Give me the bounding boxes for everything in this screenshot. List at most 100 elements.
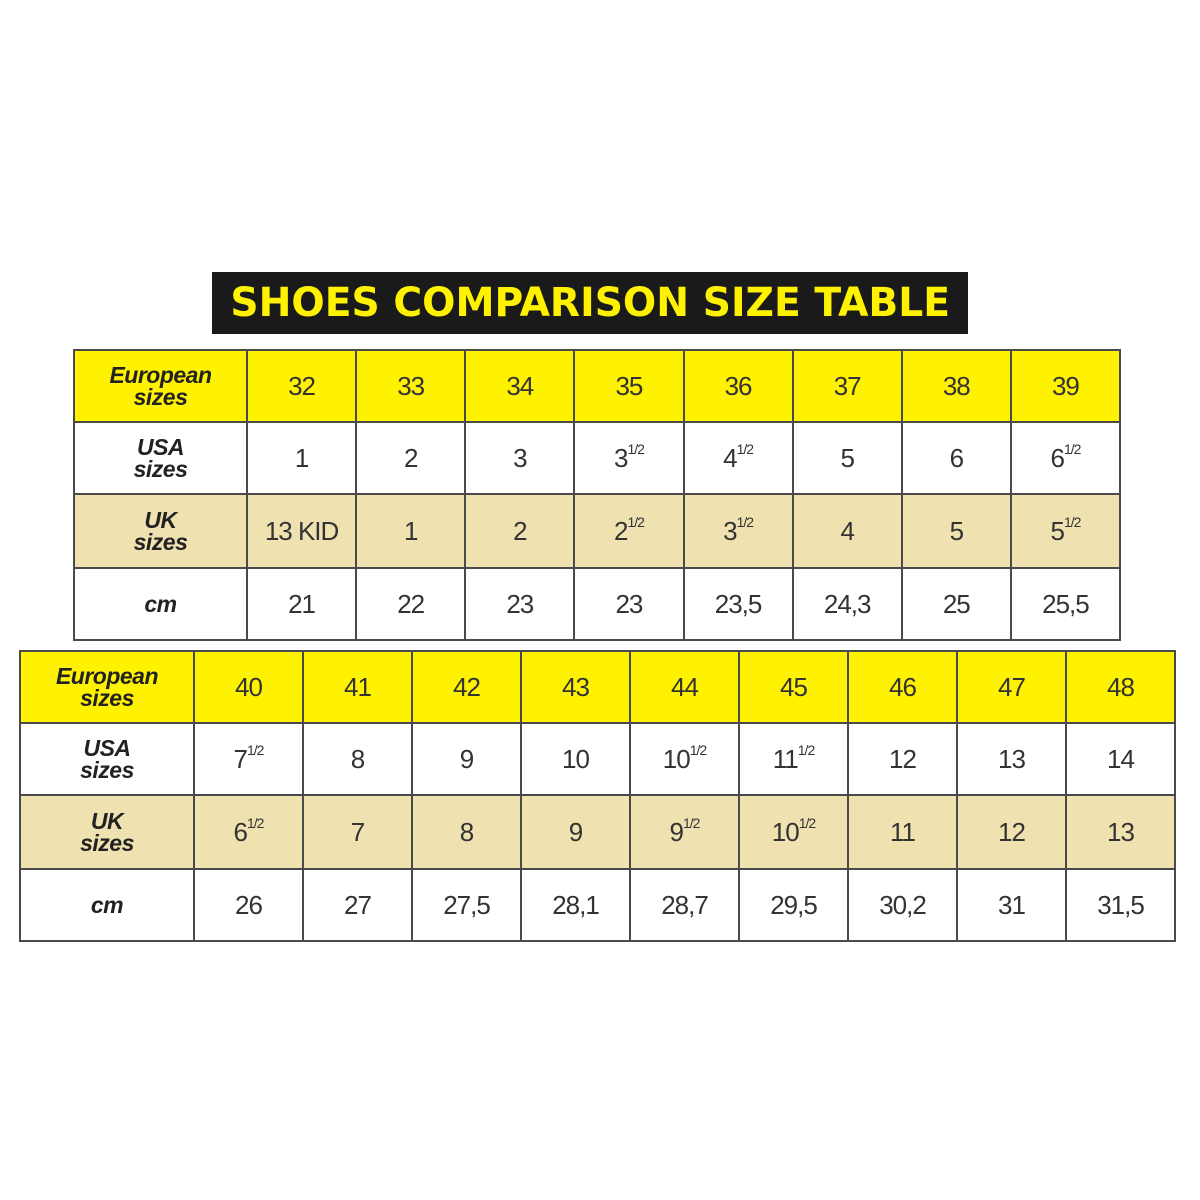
cm-size-cell: 28,1 (520, 868, 631, 942)
size-value: 23,5 (714, 588, 763, 619)
usa-size-cell: 13 (956, 722, 1067, 796)
uk-size-cell: 12 (956, 794, 1067, 870)
usa-size-cell: 5 (791, 421, 903, 495)
size-value: 32 (288, 370, 316, 401)
usa-size-cell: 31/2 (573, 421, 685, 495)
european-size-cell: 41 (302, 650, 413, 724)
half-size-fraction: 1/2 (683, 814, 700, 831)
size-value: 7 (350, 816, 366, 847)
european-row: European sizes 32 33 34 35 36 37 38 39 (73, 349, 1122, 423)
half-size-fraction: 1/2 (1063, 513, 1081, 530)
size-value: 10 (562, 743, 590, 774)
cm-size-cell: 23 (464, 567, 576, 641)
cm-size-cell: 24,3 (791, 567, 903, 641)
size-value: 27,5 (443, 889, 491, 920)
size-value: 36 (724, 370, 753, 401)
usa-size-cell: 8 (302, 722, 413, 796)
row-label-word: UK (90, 808, 124, 834)
uk-size-cell: 11 (847, 794, 958, 870)
size-value: 3 (613, 442, 629, 473)
size-value: 3 (723, 515, 738, 546)
row-label-word: European (55, 663, 159, 689)
size-value: 41 (344, 671, 372, 702)
size-value: 26 (235, 889, 263, 920)
uk-size-cell: 61/2 (193, 794, 304, 870)
uk-size-cell: 31/2 (682, 493, 794, 569)
uk-size-cell: 7 (302, 794, 413, 870)
size-value: 13 (1107, 816, 1135, 847)
uk-size-cell: 101/2 (738, 794, 849, 870)
european-size-cell: 46 (847, 650, 958, 724)
half-size-fraction: 1/2 (247, 814, 264, 831)
usa-size-cell: 41/2 (682, 421, 794, 495)
size-value: 5 (949, 515, 965, 546)
size-value: 39 (1051, 370, 1080, 401)
size-value: 23 (506, 588, 534, 619)
uk-size-cell: 1 (355, 493, 467, 569)
half-size-fraction: 1/2 (798, 814, 816, 831)
size-value: 12 (889, 743, 917, 774)
half-size-fraction: 1/2 (736, 440, 754, 457)
cm-size-cell: 28,7 (629, 868, 740, 942)
size-value: 28,7 (661, 889, 709, 920)
size-value: 31,5 (1097, 889, 1145, 920)
uk-row-label: UK sizes (19, 794, 195, 870)
usa-size-cell: 101/2 (629, 722, 740, 796)
european-size-cell: 32 (245, 349, 358, 423)
size-value: 46 (889, 671, 917, 702)
half-size-fraction: 1/2 (627, 513, 644, 530)
half-size-fraction: 1/2 (247, 741, 264, 758)
row-label-word: sizes (80, 685, 134, 711)
european-size-cell: 44 (629, 650, 740, 724)
european-size-cell: 38 (900, 349, 1012, 423)
size-value: 34 (506, 370, 534, 401)
cm-size-cell: 25 (900, 567, 1012, 641)
size-value: 2 (613, 515, 629, 546)
size-value: 9 (568, 816, 584, 847)
size-value: 33 (397, 370, 425, 401)
usa-size-cell: 9 (411, 722, 522, 796)
european-row: European sizes 40 41 42 43 44 45 46 47 48 (19, 650, 1176, 724)
cm-size-cell: 27,5 (411, 868, 522, 942)
usa-size-cell: 6 (900, 421, 1012, 495)
european-row-label: European sizes (19, 650, 195, 724)
cm-size-cell: 22 (355, 567, 467, 641)
size-value: 22 (397, 588, 425, 619)
usa-row: USA sizes 1 2 3 31/2 41/2 5 6 61/2 (73, 421, 1122, 495)
cm-size-cell: 27 (302, 868, 413, 942)
row-label-word: sizes (133, 456, 188, 482)
row-label-word: European (109, 362, 212, 388)
title-banner: SHOES COMPARISON SIZE TABLE (212, 272, 968, 334)
usa-size-cell: 1 (245, 421, 358, 495)
cm-size-cell: 25,5 (1009, 567, 1122, 641)
size-table-2: European sizes 40 41 42 43 44 45 46 47 48 USA sizes 7… (19, 650, 1176, 942)
cm-row: cm 21 22 23 23 23,5 24,3 25 25,5 (73, 567, 1122, 641)
size-value: 29,5 (770, 889, 818, 920)
usa-row-label: USA sizes (19, 722, 195, 796)
usa-size-cell: 10 (520, 722, 631, 796)
cm-size-cell: 21 (245, 567, 358, 641)
row-label-word: UK (144, 507, 177, 533)
size-value: 2 (513, 515, 528, 546)
size-value: 10 (662, 743, 691, 774)
usa-size-cell: 61/2 (1009, 421, 1122, 495)
size-value: 35 (615, 370, 643, 401)
uk-row: UK sizes 61/2 7 8 9 91/2 101/2 11 12 13 (19, 794, 1176, 870)
size-value: 42 (453, 671, 481, 702)
row-label-word: USA (136, 434, 185, 460)
uk-size-cell: 91/2 (629, 794, 740, 870)
cm-size-cell: 29,5 (738, 868, 849, 942)
cm-size-cell: 31,5 (1065, 868, 1176, 942)
european-size-cell: 37 (791, 349, 903, 423)
uk-size-cell: 51/2 (1009, 493, 1122, 569)
size-value: 6 (1050, 442, 1065, 473)
size-value: 1 (294, 442, 310, 473)
size-value: 5 (840, 442, 855, 473)
size-value: 37 (833, 370, 862, 401)
uk-row: UK sizes 13 KID 1 2 21/2 31/2 4 5 51/2 (73, 493, 1122, 569)
usa-row-label: USA sizes (73, 421, 248, 495)
usa-size-cell: 3 (464, 421, 576, 495)
size-value: 4 (840, 515, 855, 546)
size-value: 44 (671, 671, 699, 702)
size-value: 9 (669, 816, 685, 847)
